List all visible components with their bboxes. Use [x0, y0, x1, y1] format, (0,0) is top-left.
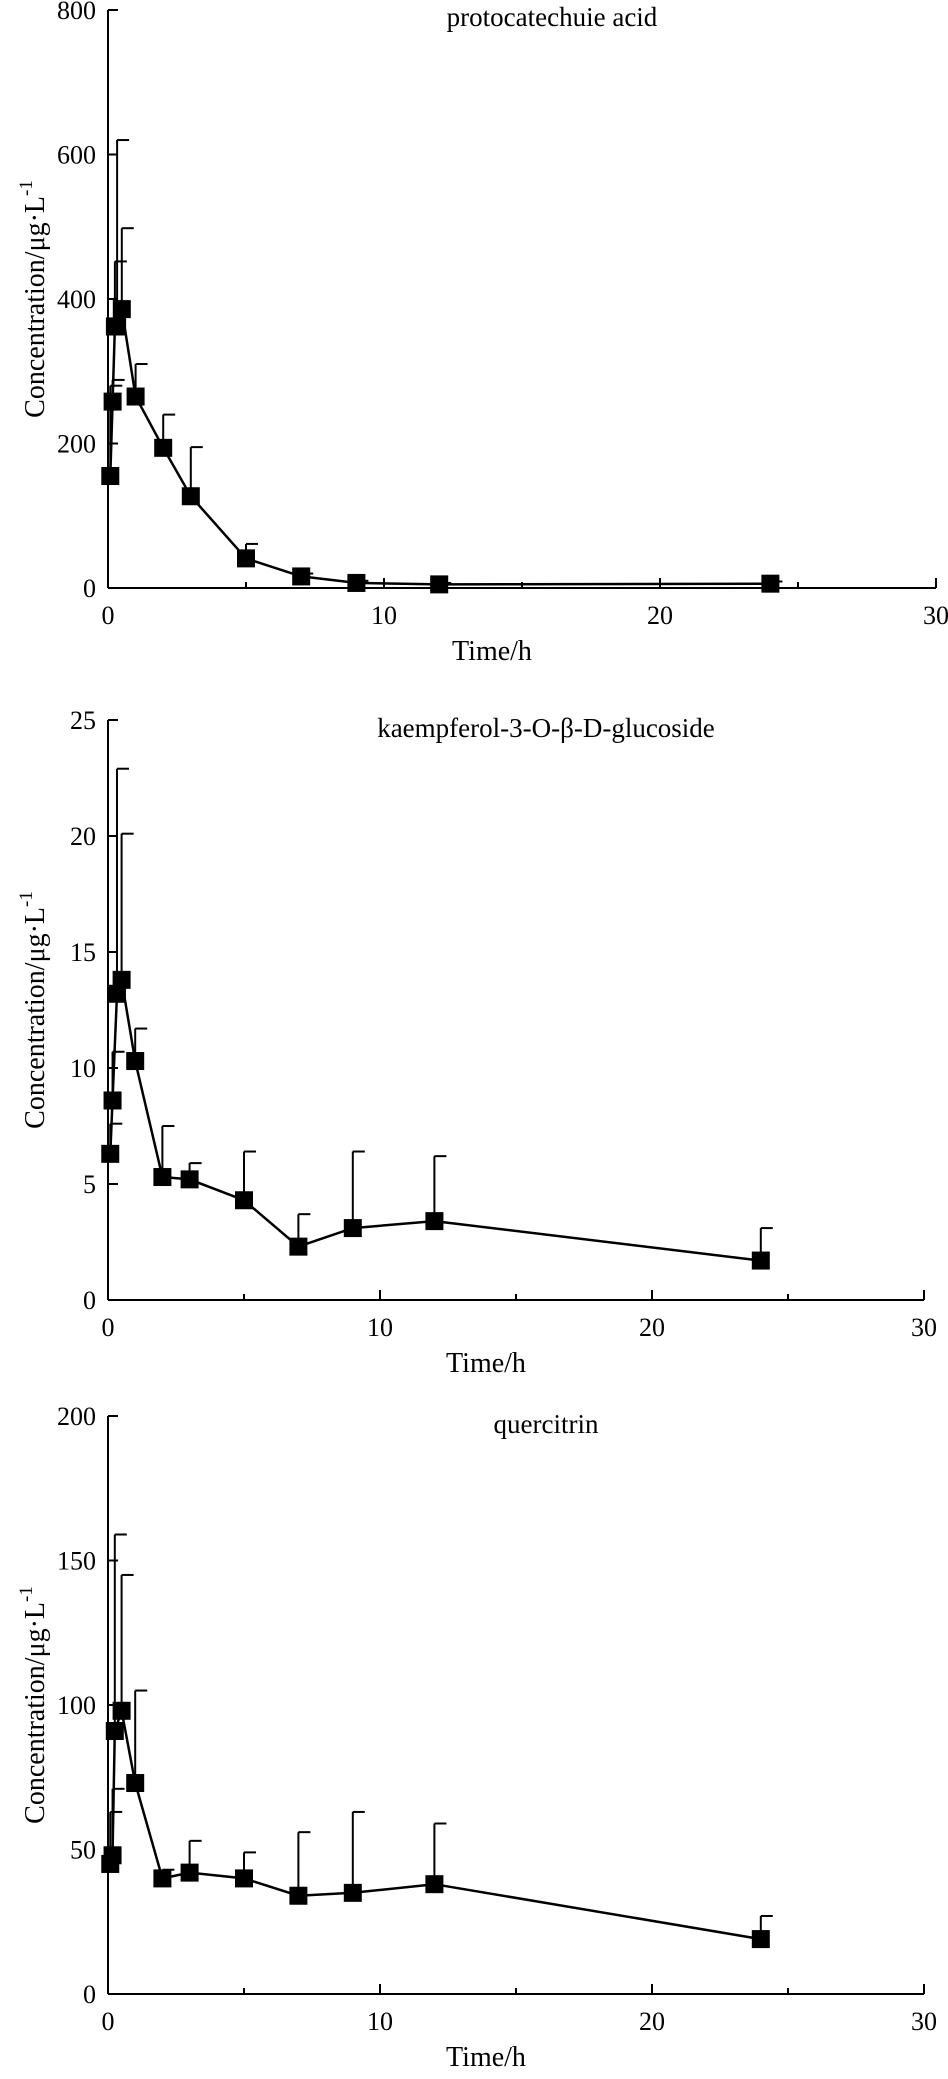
data-point	[112, 970, 131, 989]
y-tick-label: 800	[57, 0, 96, 25]
data-point	[101, 467, 120, 486]
x-axis-label: Time/h	[446, 1348, 526, 1379]
y-tick-label: 15	[70, 938, 96, 967]
data-point	[108, 317, 127, 336]
data-point	[235, 1869, 253, 1888]
x-tick-label: 20	[639, 2007, 665, 2036]
y-axis-label-superscript: -1	[16, 180, 37, 196]
data-point	[126, 387, 145, 406]
data-point	[430, 575, 449, 594]
x-tick-label: 0	[102, 601, 115, 630]
data-point	[761, 574, 780, 593]
data-point	[425, 1212, 444, 1231]
x-tick-label: 30	[911, 2007, 937, 2036]
y-axis-label-text: Concentration/μg·L	[20, 1602, 51, 1824]
series-line	[109, 1705, 762, 1941]
data-point	[154, 438, 173, 457]
x-tick-label: 10	[367, 2007, 393, 2036]
data-point	[751, 1930, 770, 1949]
y-axis-label-text: Concentration/μg·L	[20, 907, 51, 1129]
data-point	[425, 1875, 444, 1894]
data-point	[153, 1168, 172, 1187]
y-tick-label: 0	[83, 1286, 96, 1315]
y-axis-label-superscript: -1	[16, 1586, 37, 1602]
x-tick-label: 10	[367, 1313, 393, 1342]
y-tick-label: 100	[57, 1691, 96, 1720]
data-point	[343, 1219, 362, 1238]
data-point	[180, 1170, 199, 1189]
data-point	[112, 1701, 131, 1720]
y-axis-label: Concentration/μg·L-1	[16, 891, 51, 1129]
data-point	[105, 1722, 124, 1741]
x-axis-label: Time/h	[452, 636, 532, 667]
y-tick-label: 0	[83, 574, 96, 603]
chart-title: quercitrin	[494, 1409, 599, 1439]
x-tick-label: 20	[647, 601, 673, 630]
x-axis-label: Time/h	[446, 2042, 526, 2073]
chart-panel-3: 0 50 100 150 200 0 10 20 30 Time/h Concentration/μ…	[16, 1402, 937, 2073]
y-axis-label-superscript: -1	[16, 891, 37, 907]
y-tick-label: 150	[57, 1547, 96, 1576]
data-point	[235, 1191, 253, 1210]
y-tick-label: 0	[83, 1980, 96, 2009]
data-point	[347, 573, 366, 592]
data-point	[103, 1091, 122, 1110]
y-tick-label: 400	[57, 285, 96, 314]
chart-title: protocatechuie acid	[447, 2, 658, 32]
y-tick-label: 25	[70, 706, 96, 735]
y-tick-label: 10	[70, 1054, 96, 1083]
data-point	[103, 392, 122, 411]
x-tick-label: 20	[639, 1313, 665, 1342]
data-point	[237, 549, 255, 568]
y-axis-label-text: Concentration/μg·L	[20, 196, 51, 418]
x-tick-label: 0	[102, 2007, 115, 2036]
data-point	[292, 567, 311, 586]
series-line	[109, 979, 761, 1262]
data-point	[343, 1883, 362, 1902]
data-point	[101, 1144, 120, 1163]
y-axis-label: Concentration/μg·L-1	[16, 1586, 51, 1824]
y-axis-label: Concentration/μg·L-1	[16, 180, 51, 418]
x-tick-label: 10	[371, 601, 397, 630]
y-tick-label: 200	[57, 1402, 96, 1431]
y-tick-label: 20	[70, 822, 96, 851]
chart-title: kaempferol-3-O-β-D-glucoside	[377, 713, 715, 743]
data-point	[107, 984, 126, 1003]
series-line	[109, 308, 771, 586]
chart-panel-2: 0 5 10 15 20 25 0 10 20 30 Time/h Concentration/μg·…	[16, 706, 937, 1379]
data-point	[751, 1251, 770, 1270]
data-point	[126, 1774, 145, 1793]
data-point	[289, 1886, 308, 1905]
data-point	[112, 300, 131, 319]
y-tick-label: 5	[83, 1170, 96, 1199]
data-point	[126, 1052, 145, 1071]
x-tick-label: 30	[923, 601, 948, 630]
y-tick-label: 600	[57, 141, 96, 170]
data-point	[180, 1863, 199, 1882]
chart-panel-1: 0 200 400 600 800 0 10 20 30 Time/h Concentration/…	[16, 0, 948, 667]
y-tick-label: 200	[57, 430, 96, 459]
data-point	[181, 487, 200, 506]
x-tick-label: 0	[102, 1313, 115, 1342]
data-point	[153, 1869, 172, 1888]
x-tick-label: 30	[911, 1313, 937, 1342]
data-point	[103, 1846, 122, 1865]
data-point	[289, 1237, 308, 1256]
y-tick-label: 50	[70, 1836, 96, 1865]
